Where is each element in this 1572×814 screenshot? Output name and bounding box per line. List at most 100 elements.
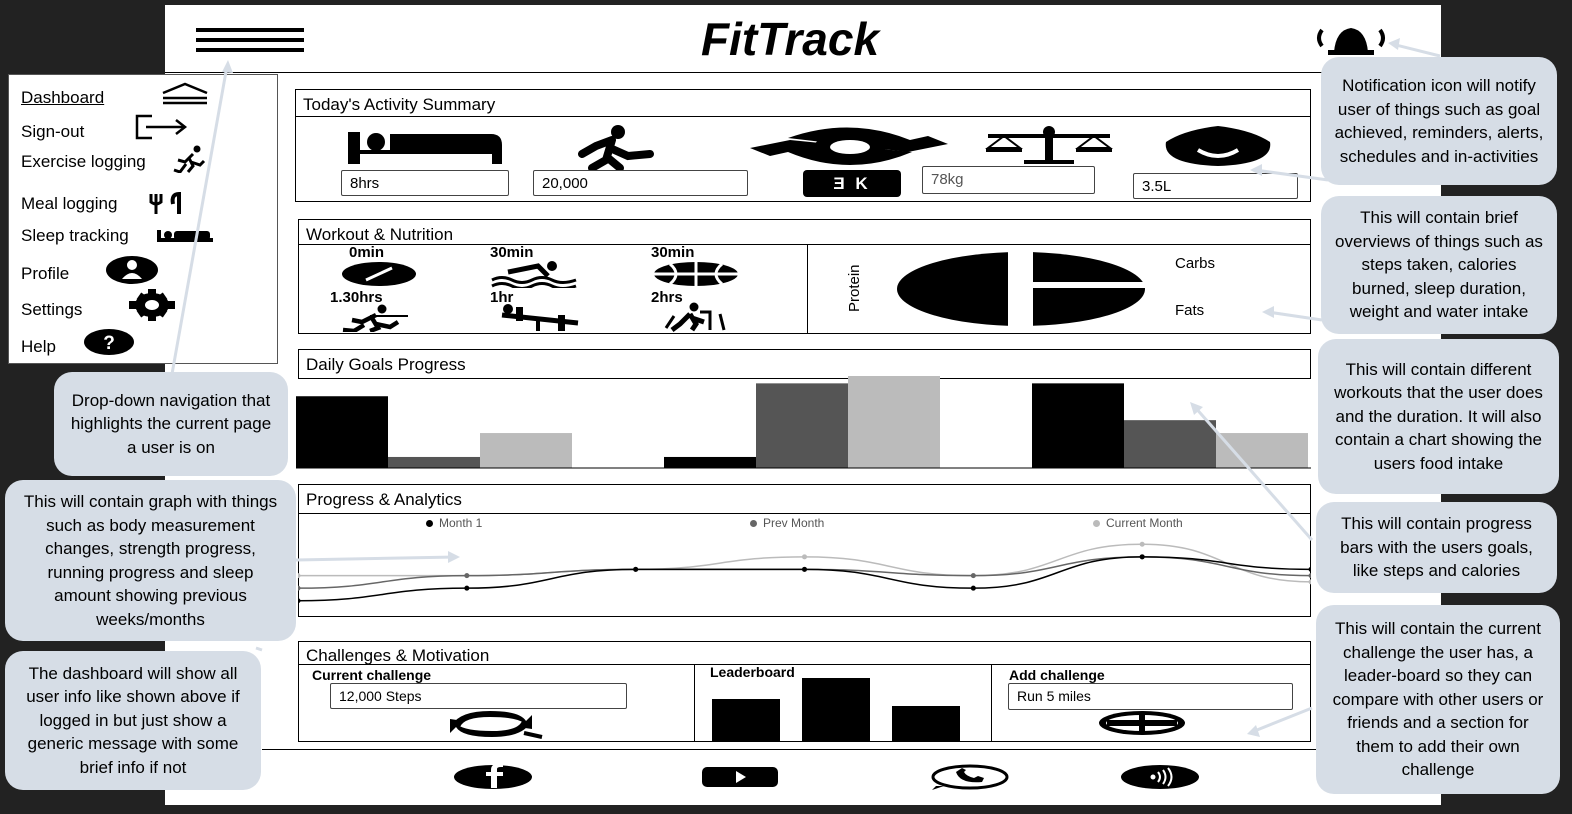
weight-scale-icon <box>985 126 1113 164</box>
sleep-value-field[interactable]: 8hrs <box>341 170 509 196</box>
annotation-graph: This will contain graph with things such… <box>5 480 296 641</box>
goal-bar <box>664 456 756 468</box>
workout-duration: 1.30hrs <box>330 289 383 306</box>
series-point <box>633 566 639 572</box>
sign-out-icon <box>135 114 188 140</box>
app-title: FitTrack <box>700 13 880 65</box>
workout-duration: 1hr <box>490 289 514 306</box>
nav-dropdown: Dashboard Sign-out Exercise logging Meal… <box>8 74 278 364</box>
leaderboard-bar <box>802 678 870 741</box>
running-icon <box>342 304 408 332</box>
workout-nutrition-title: Workout & Nutrition <box>306 225 454 244</box>
calories-recycle-icon <box>750 127 948 165</box>
nav-item-help[interactable]: Help <box>21 337 56 356</box>
legend-prev-month: Prev Month <box>750 516 824 530</box>
series-point <box>1308 579 1311 585</box>
nav-item-profile[interactable]: Profile <box>21 264 70 283</box>
series-point <box>970 585 976 591</box>
weight-value-field[interactable]: 78kg <box>922 166 1095 194</box>
legend-label: Month 1 <box>439 516 483 530</box>
nav-item-meal-logging[interactable]: Meal logging <box>21 194 118 213</box>
series-point <box>298 598 301 604</box>
annotation-workout: This will contain different workouts tha… <box>1318 339 1559 494</box>
add-challenge-button[interactable] <box>1097 709 1187 737</box>
activity-summary-header <box>295 89 1311 117</box>
series-point <box>464 585 470 591</box>
goals-title: Daily Goals Progress <box>306 355 466 374</box>
leaderboard-bar <box>712 699 780 741</box>
activity-summary-title: Today's Activity Summary <box>303 95 496 114</box>
series-point <box>970 573 976 579</box>
analytics-line-chart <box>298 541 1311 604</box>
nav-item-sleep-tracking[interactable]: Sleep tracking <box>21 226 129 245</box>
workout-divider <box>807 245 808 334</box>
annotation-notification: Notification icon will notify user of th… <box>1321 57 1557 185</box>
annotation-goals: This will contain progress bars with the… <box>1316 502 1557 593</box>
annotation-navigation: Drop-down navigation that highlights the… <box>54 372 288 476</box>
bed-icon <box>348 132 502 164</box>
legend-current-month: Current Month <box>1093 516 1183 530</box>
podcast-icon[interactable] <box>1120 764 1200 790</box>
swimming-icon <box>491 261 577 288</box>
goal-bar <box>1124 420 1216 468</box>
water-value-field[interactable]: 3.5L <box>1133 173 1298 199</box>
annotation-dashboard: The dashboard will show all user info li… <box>5 651 261 790</box>
nutrition-pie-chart <box>897 250 1146 328</box>
series-point <box>1308 566 1311 572</box>
water-drop-icon <box>1165 126 1271 166</box>
steps-value-field[interactable]: 20,000 <box>533 170 748 196</box>
layers-icon <box>162 82 208 105</box>
workout-nutrition-header <box>298 219 1311 245</box>
help-icon: ? <box>84 329 134 355</box>
goals-bar-chart <box>296 376 1311 469</box>
hiking-icon <box>664 302 726 332</box>
nav-item-exercise-logging[interactable]: Exercise logging <box>21 152 146 171</box>
analytics-title: Progress & Analytics <box>306 490 462 509</box>
nutrition-label-fats: Fats <box>1175 302 1205 319</box>
challenges-divider <box>694 665 695 742</box>
calories-badge: Ǝ K <box>803 170 901 197</box>
series-point <box>802 554 807 560</box>
series-point <box>802 566 807 572</box>
basketball-icon <box>654 262 738 286</box>
legend-month-1: Month 1 <box>426 516 482 530</box>
current-challenge-field[interactable]: 12,000 Steps <box>330 683 627 709</box>
rugby-icon <box>342 262 416 286</box>
leaderboard-bar <box>892 706 960 741</box>
challenges-header <box>298 641 1311 665</box>
add-challenge-label: Add challenge <box>1009 667 1105 683</box>
challenges-title: Challenges & Motivation <box>306 646 490 665</box>
svg-text:?: ? <box>103 333 115 354</box>
series-point <box>298 573 301 579</box>
goal-bar <box>1032 383 1124 468</box>
facebook-icon[interactable] <box>453 764 533 790</box>
workout-duration: 30min <box>651 244 695 261</box>
series-point <box>1139 541 1145 547</box>
challenges-divider <box>991 665 992 742</box>
refresh-icon[interactable] <box>440 709 546 739</box>
goal-bar <box>848 376 940 468</box>
goal-bar <box>756 383 848 468</box>
bell-icon[interactable] <box>1312 22 1390 56</box>
add-challenge-field[interactable]: Run 5 miles <box>1008 683 1293 710</box>
annotation-activity: This will contain brief overviews of thi… <box>1321 196 1557 334</box>
nav-item-dashboard[interactable]: Dashboard <box>21 88 105 107</box>
workout-duration: 0min <box>349 244 385 261</box>
nav-item-settings[interactable]: Settings <box>21 300 83 319</box>
nutrition-label-carbs: Carbs <box>1175 255 1216 272</box>
goals-header <box>298 349 1311 379</box>
goal-bar <box>480 433 572 468</box>
whatsapp-icon[interactable] <box>930 764 1010 790</box>
nav-item-sign-out[interactable]: Sign-out <box>21 122 85 141</box>
weights-icon <box>501 304 579 331</box>
running-icon <box>173 145 206 173</box>
legend-label: Prev Month <box>763 516 825 530</box>
analytics-header <box>298 484 1311 514</box>
cutlery-icon <box>149 192 181 214</box>
leaderboard-label: Leaderboard <box>710 664 795 680</box>
annotation-challenges: This will contain the current challenge … <box>1316 605 1560 794</box>
series-point <box>298 585 301 591</box>
series-point <box>464 573 470 579</box>
user-icon <box>106 256 158 284</box>
youtube-icon[interactable] <box>700 766 780 788</box>
